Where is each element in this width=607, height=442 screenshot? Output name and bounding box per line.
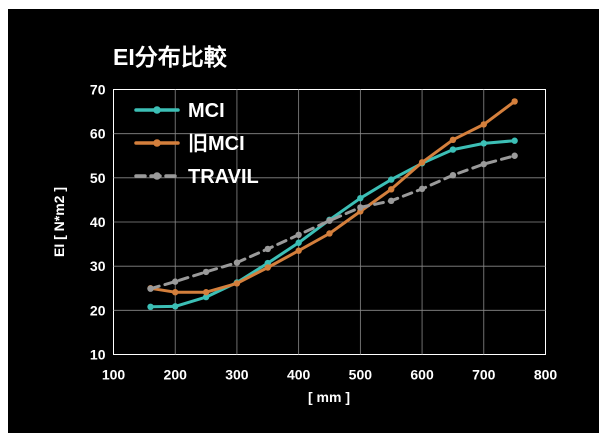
chart-frame: EI分布比較 100 200 300 400 500 600 700 800 10 20 30 40… (8, 9, 599, 433)
x-tick-label: 400 (287, 367, 311, 383)
data-point (480, 160, 487, 168)
x-tick-label: 700 (472, 367, 496, 383)
data-point (264, 264, 271, 271)
y-axis-label: EI [ N*m2 ] (51, 187, 67, 257)
data-point (202, 289, 210, 296)
y-tick-label: 60 (90, 126, 106, 142)
data-point (147, 303, 154, 310)
x-tick-label: 600 (410, 367, 434, 383)
data-point (233, 280, 241, 287)
data-point (357, 204, 364, 211)
data-point (511, 152, 518, 159)
data-point (326, 230, 333, 237)
data-point (326, 217, 333, 224)
legend-label: MCI (188, 100, 225, 122)
series-lines (147, 98, 518, 310)
data-point (449, 146, 457, 153)
x-tick-label: 800 (534, 367, 558, 383)
x-axis-label: [ mm ] (308, 389, 350, 405)
legend-label: TRAVIL (188, 166, 259, 188)
data-point (264, 245, 271, 253)
data-point (480, 121, 487, 128)
x-tick-label: 100 (102, 367, 126, 383)
data-point (388, 176, 395, 183)
y-tick-label: 20 (90, 302, 106, 318)
data-point (202, 293, 210, 301)
series-travil (147, 152, 518, 292)
data-point (172, 303, 179, 310)
data-point (233, 259, 241, 266)
data-point (264, 259, 271, 267)
legend-label: 旧MCI (188, 132, 245, 155)
data-point (480, 140, 487, 147)
data-point (202, 268, 210, 276)
data-point (295, 239, 302, 246)
y-tick-label: 30 (90, 258, 106, 274)
data-point (357, 194, 364, 202)
data-point (418, 185, 426, 193)
data-point (388, 197, 395, 204)
y-tick-label: 40 (90, 214, 106, 230)
chart-title: EI分布比較 (113, 44, 228, 70)
data-point (172, 278, 179, 285)
x-tick-label: 300 (225, 367, 249, 383)
data-point (147, 285, 154, 292)
data-point (449, 171, 457, 179)
legend: MCI 旧MCI TRAVIL (134, 100, 259, 188)
x-tick-labels: 100 200 300 400 500 600 700 800 (102, 367, 558, 383)
y-tick-label: 10 (90, 347, 106, 363)
legend-swatch-marker (153, 106, 161, 114)
y-tick-label: 70 (90, 82, 106, 98)
data-point (295, 231, 302, 239)
data-point (511, 137, 518, 144)
data-point (388, 186, 395, 193)
legend-item: TRAVIL (134, 166, 259, 188)
legend-item: MCI (134, 100, 225, 122)
data-point (511, 98, 518, 105)
data-point (449, 136, 457, 144)
y-tick-label: 50 (90, 170, 106, 186)
data-point (295, 247, 302, 254)
y-tick-labels: 10 20 30 40 50 60 70 (90, 82, 106, 363)
ei-distribution-chart: EI分布比較 100 200 300 400 500 600 700 800 10 20 30 40… (51, 44, 558, 405)
series-mci (147, 98, 518, 296)
x-tick-label: 200 (164, 367, 188, 383)
legend-swatch-marker (153, 139, 161, 147)
x-tick-label: 500 (349, 367, 373, 383)
data-point (172, 289, 179, 296)
legend-item: 旧MCI (134, 132, 245, 155)
data-point (418, 159, 426, 166)
legend-swatch-marker (153, 172, 161, 180)
